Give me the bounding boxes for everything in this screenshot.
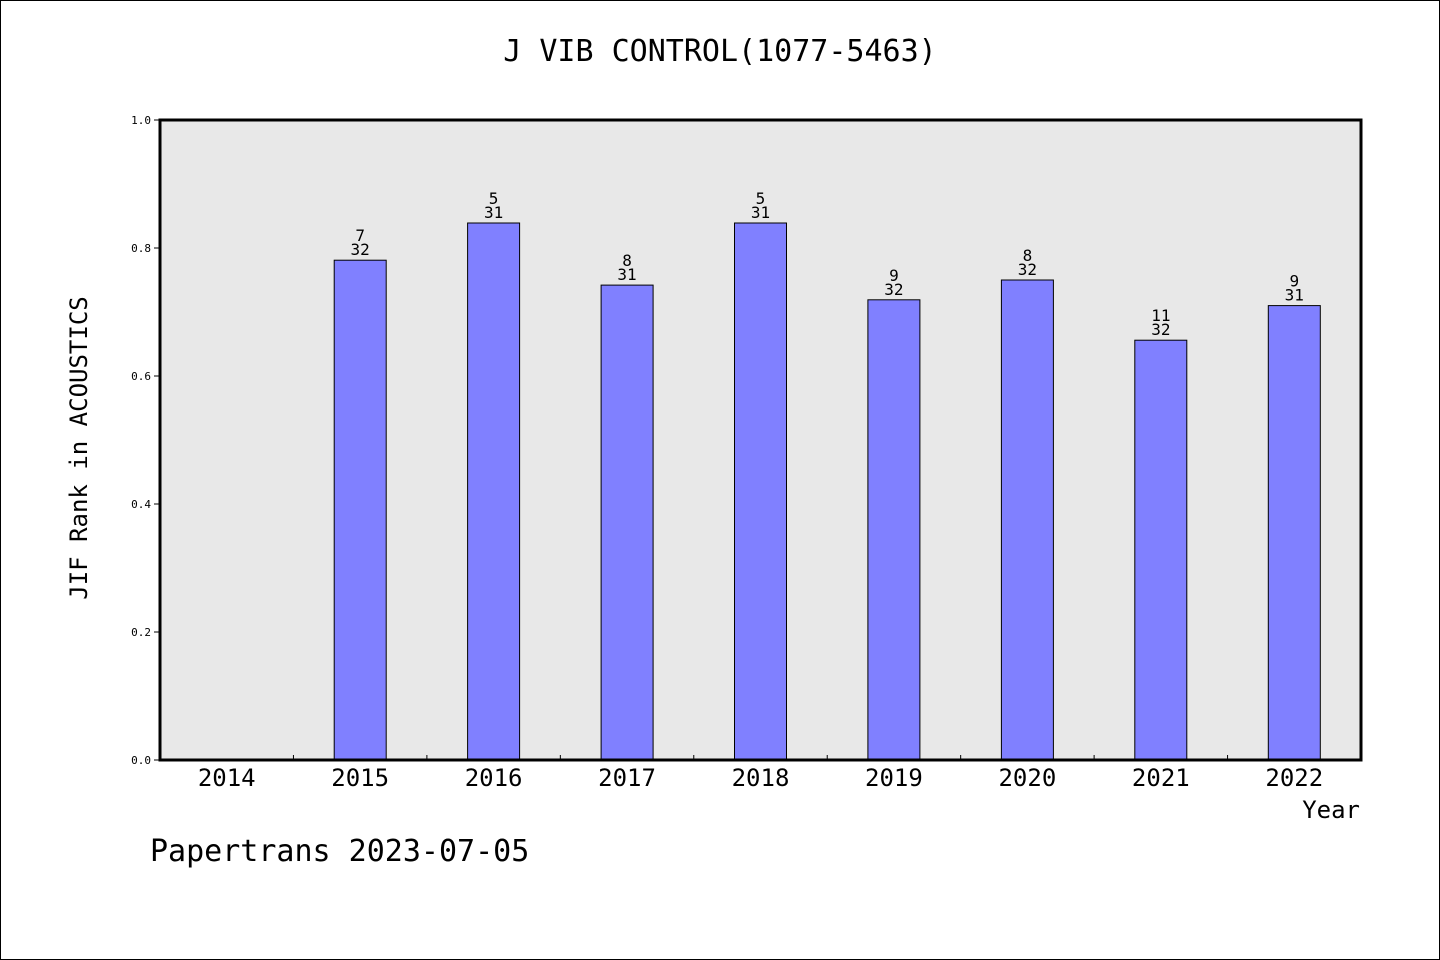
bar-2019 (867, 299, 921, 761)
rank-label-2016: 5 (489, 189, 499, 208)
total-label-2015: 32 (351, 240, 370, 259)
x-tick-label: 2021 (1132, 764, 1190, 792)
y-tick-label: 0.2 (131, 626, 151, 639)
bar-2022 (1267, 305, 1321, 761)
bar-2020 (1000, 279, 1054, 761)
bar-2016 (467, 222, 521, 761)
y-tick-label: 1.0 (131, 114, 151, 127)
y-tick-label: 0.4 (131, 498, 151, 511)
rank-label-2022: 9 (1289, 272, 1299, 291)
bar-2017 (600, 284, 654, 761)
total-label-2021: 32 (1151, 320, 1170, 339)
bar-2018 (734, 222, 787, 761)
x-tick-label: 2016 (465, 764, 523, 792)
chart-title: J VIB CONTROL(1077-5463) (503, 34, 937, 69)
x-tick-label: 2015 (331, 764, 389, 792)
x-tick-label: 2020 (998, 764, 1056, 792)
x-tick-label: 2017 (598, 764, 656, 792)
rank-label-2021: 11 (1151, 306, 1170, 325)
footer-credit: Papertrans 2023-07-05 (150, 834, 530, 869)
x-tick-label: 2018 (732, 764, 790, 792)
total-label-2020: 32 (1018, 260, 1037, 279)
x-tick-label: 2022 (1265, 764, 1323, 792)
x-tick-label: 2014 (198, 764, 256, 792)
rank-label-2018: 5 (756, 189, 766, 208)
y-tick-label: 0.0 (131, 754, 151, 767)
total-label-2017: 31 (617, 265, 636, 284)
y-axis-label: JIF Rank in ACOUSTICS (65, 296, 93, 600)
total-label-2022: 31 (1285, 286, 1304, 305)
y-tick-label: 0.6 (131, 370, 151, 383)
rank-label-2017: 8 (622, 251, 632, 270)
rank-label-2019: 9 (889, 266, 899, 285)
total-label-2016: 31 (484, 203, 503, 222)
x-tick-label: 2019 (865, 764, 923, 792)
bar-2015 (333, 259, 387, 761)
x-axis-label: Year (1302, 796, 1360, 824)
total-label-2019: 32 (884, 280, 903, 299)
rank-label-2020: 8 (1023, 246, 1033, 265)
bar-2021 (1134, 339, 1188, 761)
total-label-2018: 31 (751, 203, 770, 222)
plot-border (158, 118, 1363, 762)
y-tick-label: 0.8 (131, 242, 151, 255)
rank-label-2015: 7 (355, 226, 365, 245)
